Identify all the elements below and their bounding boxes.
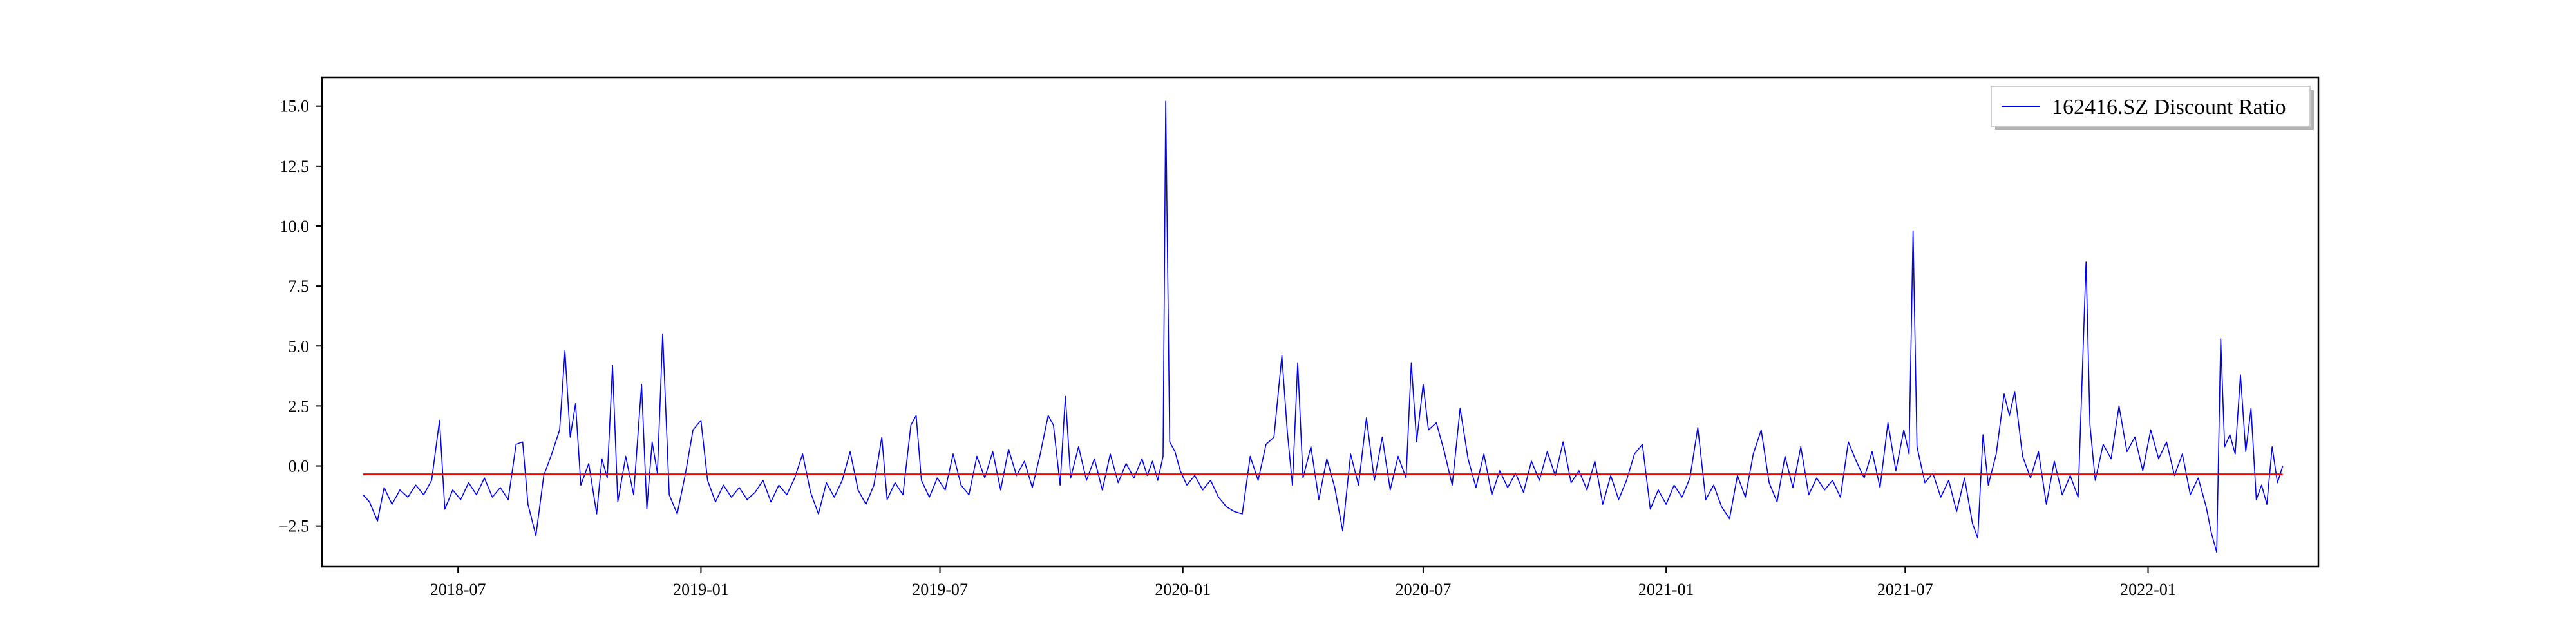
y-tick-label: 0.0 [289,457,310,476]
y-tick-label: 15.0 [280,97,310,116]
y-axis: −2.5 0.0 2.5 5.0 7.5 10.0 12.5 15.0 [279,97,322,536]
x-tick-label: 2019-01 [673,580,729,599]
plot-frame [321,76,2320,568]
y-tick-label: 10.0 [280,217,310,236]
y-tick-label: 7.5 [289,277,310,296]
x-tick-label: 2021-01 [1638,580,1694,599]
legend-label: 162416.SZ Discount Ratio [2052,95,2286,119]
x-tick-label: 2019-07 [912,580,968,599]
y-tick-label: 12.5 [280,157,310,176]
x-tick-label: 2021-07 [1877,580,1933,599]
y-tick-label: 2.5 [289,397,310,415]
legend-box [1991,86,2311,127]
x-axis: 2018-07 2019-01 2019-07 2020-01 2020-07 2021-… [430,567,2176,599]
y-tick-label: 5.0 [289,337,310,355]
y-tick-label: −2.5 [279,517,309,536]
discount-ratio-series-line [363,100,2284,553]
x-tick-label: 2018-07 [430,580,486,599]
x-tick-label: 2020-01 [1155,580,1211,599]
x-tick-label: 2020-07 [1396,580,1452,599]
x-tick-label: 2022-01 [2120,580,2176,599]
series-layer [363,100,2284,553]
legend: 162416.SZ Discount Ratio [1991,86,2314,130]
